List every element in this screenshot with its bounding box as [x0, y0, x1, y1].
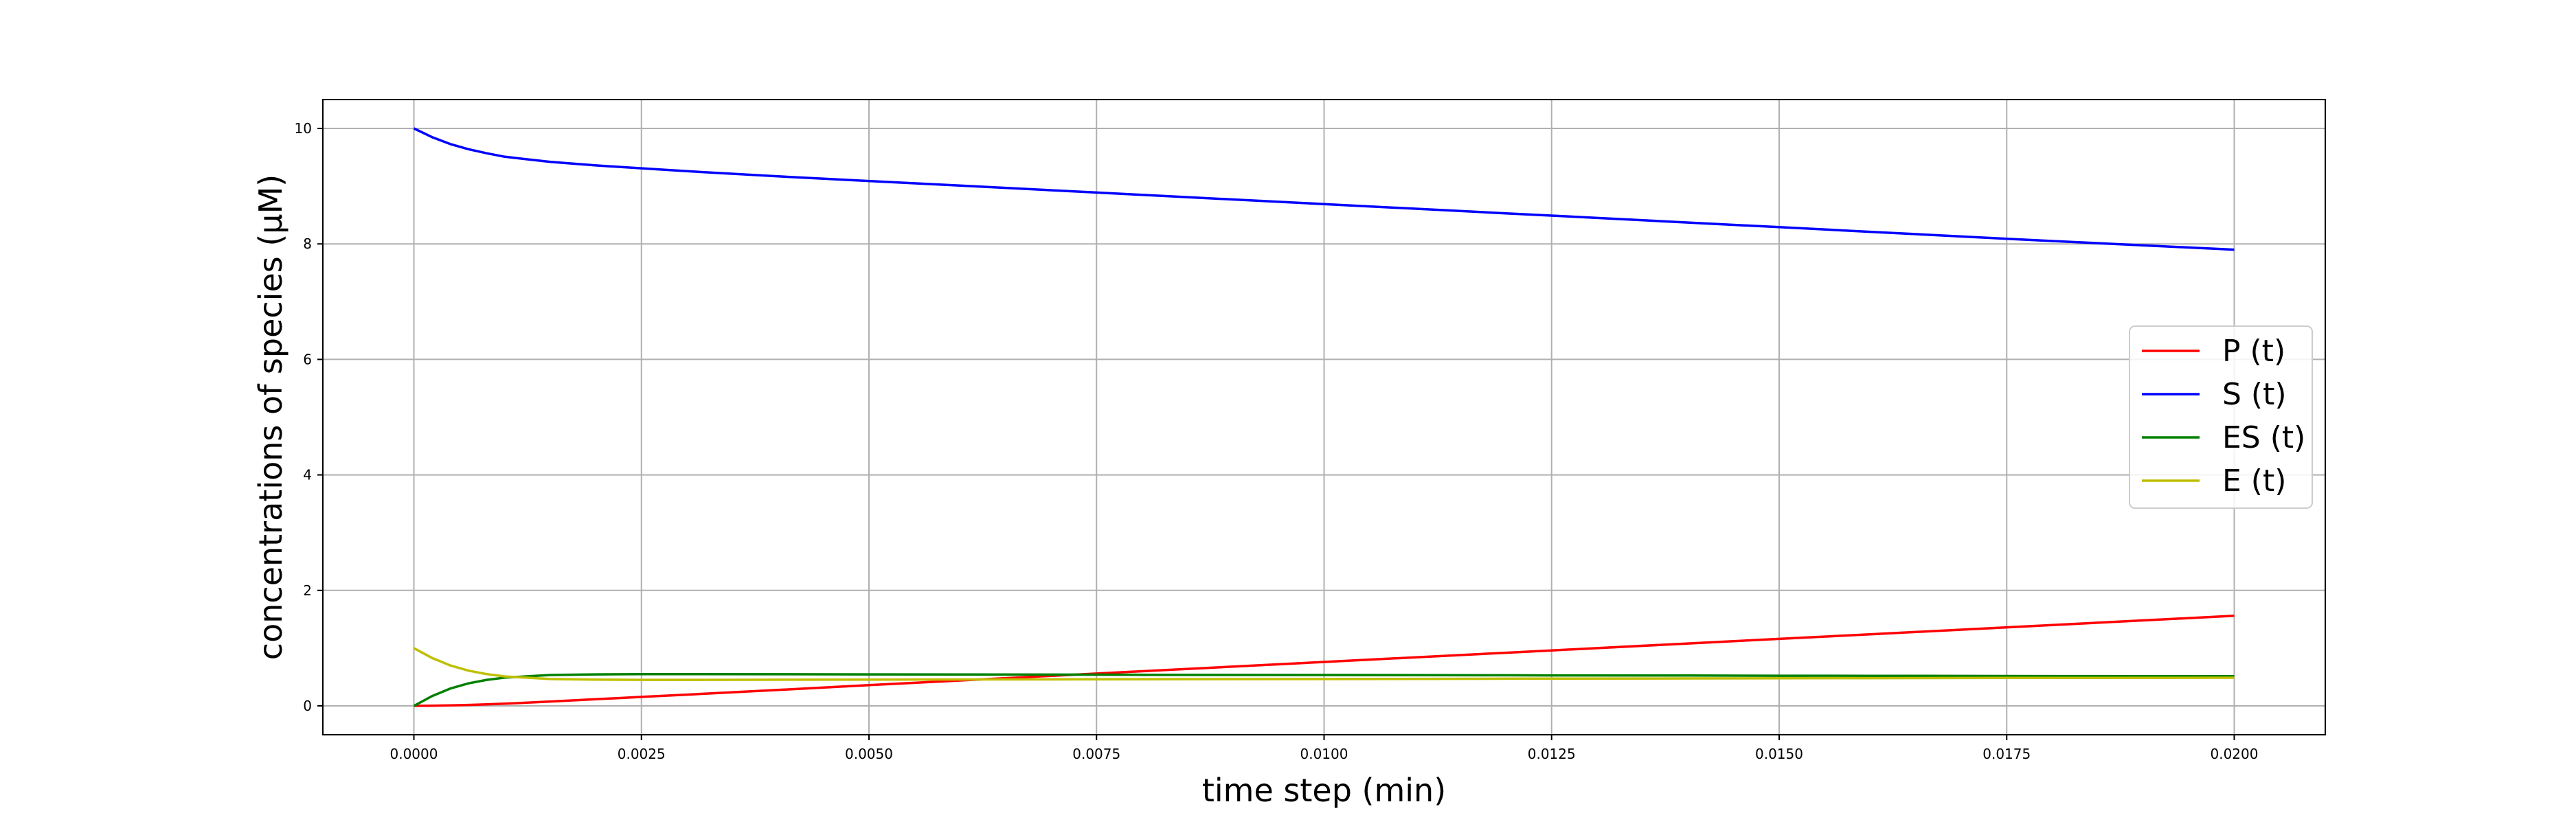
x-tick-label: 0.0150: [1755, 746, 1803, 762]
grid: [323, 100, 2325, 735]
legend: P (t) S (t) ES (t) E (t): [2129, 325, 2313, 509]
x-tick-label: 0.0025: [618, 746, 666, 762]
y-tick-label: 2: [303, 582, 312, 599]
series-line-2: [413, 672, 2235, 707]
x-tick-label: 0.0050: [845, 746, 893, 762]
legend-label: P (t): [2222, 334, 2285, 369]
x-axis-title: time step (min): [1202, 772, 1446, 809]
y-tick-label: 6: [303, 351, 312, 367]
legend-label: S (t): [2222, 377, 2287, 412]
x-tick-label: 0.0125: [1528, 746, 1576, 762]
y-tick-label: 4: [303, 467, 312, 483]
y-tick-label: 8: [303, 236, 312, 252]
y-axis-title: concentrations of species (μM): [252, 174, 289, 660]
x-tick-label: 0.0200: [2211, 746, 2259, 762]
series-line-3: [413, 647, 2235, 681]
axis-ticks: 0.0000 0.0025 0.0050 0.0075 0.0100 0.0125 0.01…: [295, 120, 2259, 762]
y-tick-label: 10: [295, 120, 312, 137]
x-tick-label: 0.0075: [1072, 746, 1120, 762]
legend-label: ES (t): [2222, 420, 2305, 455]
series-line-1: [413, 127, 2235, 251]
x-tick-label: 0.0000: [390, 746, 438, 762]
series-lines: [413, 127, 2235, 707]
legend-label: E (t): [2222, 464, 2286, 499]
x-tick-label: 0.0175: [1982, 746, 2031, 762]
legend-box: [2129, 325, 2313, 509]
x-tick-label: 0.0100: [1300, 746, 1348, 762]
series-line-0: [414, 615, 2235, 707]
y-tick-label: 0: [303, 698, 312, 714]
